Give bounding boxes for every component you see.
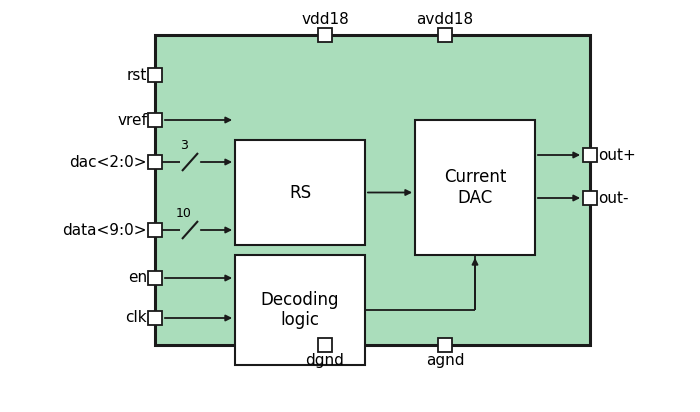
Bar xyxy=(148,113,162,127)
Bar xyxy=(148,311,162,325)
Text: clk: clk xyxy=(125,311,147,325)
Bar xyxy=(415,120,535,255)
Text: Decoding
logic: Decoding logic xyxy=(260,290,340,330)
Bar xyxy=(438,28,452,42)
Text: en: en xyxy=(128,271,147,286)
Bar xyxy=(148,271,162,285)
Text: vdd18: vdd18 xyxy=(301,12,349,27)
Bar xyxy=(318,28,332,42)
Bar xyxy=(155,35,590,345)
Bar xyxy=(438,338,452,352)
Text: agnd: agnd xyxy=(426,353,464,368)
Text: rst: rst xyxy=(127,68,147,82)
Text: dac<2:0>: dac<2:0> xyxy=(69,154,147,169)
Text: Current
DAC: Current DAC xyxy=(444,168,506,207)
Text: data<9:0>: data<9:0> xyxy=(62,222,147,237)
Text: out-: out- xyxy=(598,190,629,206)
Bar xyxy=(148,68,162,82)
Text: 10: 10 xyxy=(176,207,192,220)
Bar xyxy=(318,338,332,352)
Bar xyxy=(583,191,597,205)
Bar xyxy=(235,140,365,245)
Bar xyxy=(235,255,365,365)
Text: out+: out+ xyxy=(598,147,636,162)
Text: vref: vref xyxy=(117,112,147,127)
Text: avdd18: avdd18 xyxy=(416,12,474,27)
Bar xyxy=(148,223,162,237)
Text: RS: RS xyxy=(289,183,311,201)
Text: 3: 3 xyxy=(180,139,188,152)
Text: dgnd: dgnd xyxy=(306,353,344,368)
Bar xyxy=(148,155,162,169)
Bar xyxy=(583,148,597,162)
